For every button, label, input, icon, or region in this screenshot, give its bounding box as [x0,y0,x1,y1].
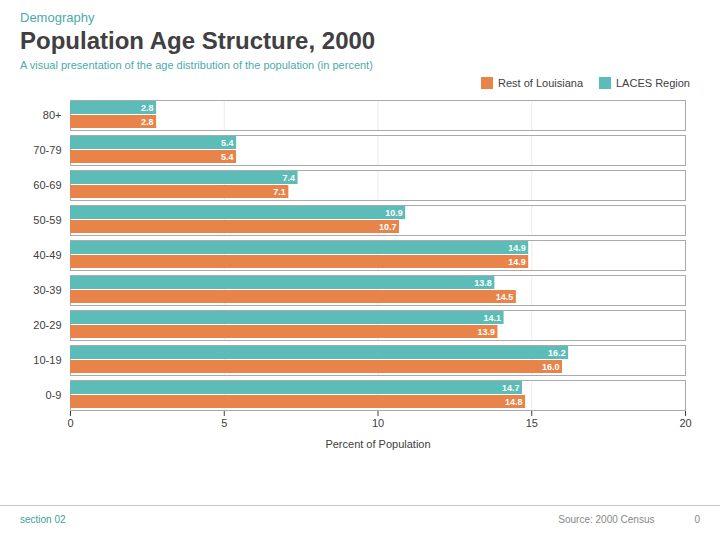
svg-text:16.0: 16.0 [542,362,560,372]
svg-text:10.9: 10.9 [385,208,403,218]
svg-text:0-9: 0-9 [46,389,62,401]
svg-text:14.1: 14.1 [484,313,502,323]
svg-text:50-59: 50-59 [33,214,61,226]
html-text:section 02: section 02 [20,514,66,525]
svg-text:13.8: 13.8 [474,278,492,288]
svg-text:60-69: 60-69 [33,179,61,191]
html-text:A visual presentation of the a: A visual presentation of the age distrib… [20,59,373,71]
svg-text:14.9: 14.9 [508,243,526,253]
svg-text:10: 10 [372,417,384,429]
html-text:0: 0 [694,514,700,525]
svg-text:30-39: 30-39 [33,284,61,296]
svg-text:2.8: 2.8 [141,103,154,113]
svg-text:40-49: 40-49 [33,249,61,261]
html-text:Rest of Louisiana: Rest of Louisiana [498,77,583,89]
svg-text:16.2: 16.2 [548,348,566,358]
svg-text:70-79: 70-79 [33,144,61,156]
svg-text:5: 5 [221,417,227,429]
svg-text:20-29: 20-29 [33,319,61,331]
html-text:Source: 2000 Census: Source: 2000 Census [558,514,655,525]
svg-text:13.9: 13.9 [477,327,495,337]
svg-text:0: 0 [67,417,73,429]
svg-text:5.4: 5.4 [221,152,234,162]
svg-text:14.5: 14.5 [496,292,514,302]
svg-text:14.9: 14.9 [508,257,526,267]
html-text:LACES Region: LACES Region [616,77,690,89]
svg-text:14.7: 14.7 [502,383,520,393]
svg-text:7.4: 7.4 [283,173,296,183]
html-text:Population Age Structure, 2000: Population Age Structure, 2000 [20,27,376,54]
svg-text:7.1: 7.1 [273,187,286,197]
svg-text:5.4: 5.4 [221,138,234,148]
svg-text:Percent of Population: Percent of Population [325,438,430,450]
svg-text:80+: 80+ [43,109,62,121]
svg-text:10.7: 10.7 [379,222,397,232]
svg-text:14.8: 14.8 [505,397,523,407]
svg-text:15: 15 [526,417,538,429]
svg-text:20: 20 [679,417,691,429]
html-text:Demography: Demography [20,10,95,25]
svg-text:10-19: 10-19 [33,354,61,366]
svg-text:2.8: 2.8 [141,117,154,127]
